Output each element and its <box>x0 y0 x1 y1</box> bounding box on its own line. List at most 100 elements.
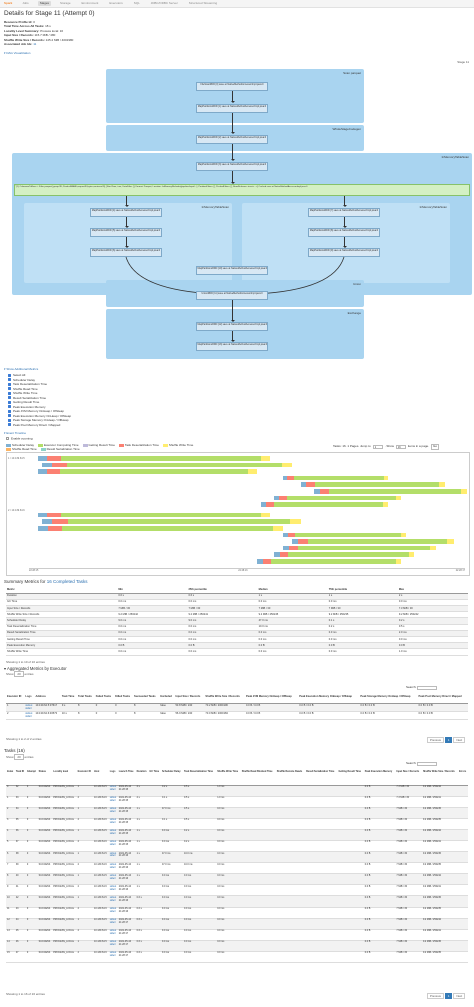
column-header[interactable]: Failed Tasks <box>94 694 115 704</box>
metric-checkbox[interactable] <box>8 396 11 399</box>
table-cell[interactable]: stdout stderr <box>108 907 118 919</box>
column-header[interactable]: Executor ID <box>6 694 25 704</box>
column-header[interactable]: Total Tasks <box>76 694 95 704</box>
next-button[interactable]: Next <box>453 993 466 1000</box>
go-button[interactable]: Go <box>431 444 440 450</box>
column-header[interactable]: Shuffle Write Size / Records <box>204 694 246 704</box>
column-header[interactable]: Scheduler Delay <box>160 770 183 786</box>
column-header[interactable]: Median <box>257 587 328 594</box>
page-length-select[interactable]: 20 <box>14 754 24 760</box>
nav-tab-executors[interactable]: Executors <box>109 0 123 5</box>
metric-option[interactable]: Shuffle Write Time <box>8 391 71 396</box>
column-header[interactable]: Input Size / Records <box>174 694 205 704</box>
timeline-task-row[interactable] <box>29 462 467 468</box>
dag-node[interactable]: MapPartitionsRDD [13] save at NativeMeth… <box>196 342 268 351</box>
completed-tasks-link[interactable]: 16 Completed Tasks <box>46 579 88 584</box>
column-header[interactable]: Status <box>37 770 53 786</box>
column-header[interactable]: Peak Execution Memory OnHeap / OffHeap <box>298 694 360 704</box>
spark-logo[interactable]: Spark <box>4 0 13 5</box>
timeline-task-row[interactable] <box>29 512 467 518</box>
nav-tab-stages[interactable]: Stages <box>37 0 52 7</box>
table-cell[interactable]: stdout stderr <box>24 703 35 712</box>
column-header[interactable]: Logs <box>108 770 118 786</box>
timeline-task-row[interactable] <box>29 552 467 557</box>
column-header[interactable]: Duration <box>135 770 149 786</box>
metric-checkbox[interactable] <box>8 373 11 377</box>
dag-node[interactable]: MapPartitionsRDD [3] save at NativeMetho… <box>196 162 268 171</box>
nav-tab-jobs[interactable]: Jobs <box>22 0 29 5</box>
page-input[interactable]: 1 <box>372 444 383 449</box>
nav-tab-structured-streaming[interactable]: Structured Streaming <box>188 0 218 5</box>
table-cell[interactable]: stdout stderr <box>108 818 118 830</box>
column-header[interactable]: Address <box>34 694 61 704</box>
column-header[interactable]: Shuffle Write Time <box>216 770 241 786</box>
timeline-task-row[interactable] <box>29 559 467 564</box>
nav-tab-sql[interactable]: SQL <box>133 0 140 5</box>
aggregated-metrics-title[interactable]: ▾ Aggregated Metrics by Executor <box>4 666 67 671</box>
metric-option[interactable]: Shuffle Read Time <box>8 387 71 392</box>
timeline-task-row[interactable] <box>29 456 467 461</box>
table-cell[interactable]: stdout stderr <box>24 711 35 720</box>
column-header[interactable]: Logs <box>24 694 35 704</box>
column-header[interactable]: Peak JVM Memory OnHeap / OffHeap <box>245 694 299 704</box>
column-header[interactable]: Task ID <box>14 770 26 786</box>
dag-node[interactable]: MapPartitionsRDD [4] save at NativeMetho… <box>90 208 162 217</box>
metric-checkbox[interactable] <box>8 414 11 417</box>
column-header[interactable]: Attempt <box>25 770 38 786</box>
column-header[interactable]: Shuffle Write Size / Records <box>421 770 459 786</box>
dag-node[interactable]: MapPartitionsRDD [1] save at NativeMetho… <box>196 104 268 113</box>
dag-node[interactable]: MapPartitionsRDD [12] save at NativeMeth… <box>196 322 268 331</box>
column-header[interactable]: 75th percentile <box>327 587 398 594</box>
timeline-task-row[interactable] <box>29 532 467 538</box>
table-cell[interactable]: stdout stderr <box>108 829 118 841</box>
metric-option[interactable]: Peak Execution Memory <box>8 405 71 410</box>
timeline-task-row[interactable] <box>29 539 467 544</box>
page-button[interactable]: 1 <box>444 737 453 744</box>
dag-node[interactable]: MapPartitionsRDD [9] save at NativeMetho… <box>308 248 380 257</box>
column-header[interactable]: GC Time <box>148 770 161 786</box>
column-header[interactable]: Host <box>93 770 109 786</box>
metric-option[interactable]: Scheduler Delay <box>8 378 71 383</box>
table-cell[interactable]: stdout stderr <box>108 862 118 875</box>
dag-visualization-toggle[interactable]: ▾ DAG Visualization <box>4 51 31 55</box>
column-header[interactable]: Peak Execution Memory <box>363 770 396 786</box>
column-header[interactable]: Peak Pool Memory Direct / Mapped <box>417 694 468 704</box>
metric-option[interactable]: Select All <box>8 373 71 378</box>
column-header[interactable]: Executor ID <box>76 770 94 786</box>
agg-search-input[interactable] <box>417 686 438 690</box>
metric-checkbox[interactable] <box>8 418 11 422</box>
timeline-task-row[interactable] <box>29 475 467 481</box>
table-cell[interactable]: stdout stderr <box>108 840 118 853</box>
dag-node[interactable]: MapPartitionsRDD [2] save at NativeMetho… <box>196 135 268 144</box>
metric-option[interactable]: Peak Pool Memory Direct / Mapped <box>8 423 71 428</box>
metric-option[interactable]: Task Deserialization Time <box>8 382 71 387</box>
column-header[interactable]: Min <box>117 587 188 594</box>
table-cell[interactable]: stdout stderr <box>108 940 118 952</box>
metric-checkbox[interactable] <box>8 405 11 408</box>
job-id-link[interactable]: 11 <box>33 42 37 47</box>
table-cell[interactable]: stdout stderr <box>108 918 118 930</box>
timeline-task-row[interactable] <box>29 489 467 494</box>
dag-node[interactable]: MapPartitionsRDD [6] save at NativeMetho… <box>90 248 162 257</box>
metric-option[interactable]: Result Serialization Time <box>8 396 71 401</box>
column-header[interactable]: Excluded <box>159 694 175 704</box>
next-button[interactable]: Next <box>453 737 466 744</box>
column-header[interactable]: Metric <box>6 587 118 594</box>
column-header[interactable]: Launch Time <box>117 770 136 786</box>
column-header[interactable]: Shuffle Remote Reads <box>275 770 306 786</box>
nav-tab-environment[interactable]: Environment <box>81 0 99 5</box>
table-cell[interactable]: stdout stderr <box>108 884 118 897</box>
column-header[interactable]: Shuffle Read Blocked Time <box>240 770 276 786</box>
table-cell[interactable]: stdout stderr <box>108 951 118 964</box>
page-size-input[interactable]: 16 <box>395 444 406 449</box>
metric-option[interactable]: Getting Result Time <box>8 400 71 405</box>
column-header[interactable]: Result Serialization Time <box>305 770 338 786</box>
metric-option[interactable]: Peak JVM Memory OnHeap / OffHeap <box>8 409 71 414</box>
dag-node[interactable]: MapPartitionsRDD [7] save at NativeMetho… <box>308 208 380 217</box>
table-cell[interactable]: stdout stderr <box>108 851 118 864</box>
table-cell[interactable]: stdout stderr <box>108 873 118 886</box>
dag-node[interactable]: FileScanRDD [0] save at NativeMethodAcce… <box>196 82 268 91</box>
metric-checkbox[interactable] <box>8 400 11 404</box>
previous-button[interactable]: Previous <box>427 993 444 1000</box>
previous-button[interactable]: Previous <box>427 737 444 744</box>
